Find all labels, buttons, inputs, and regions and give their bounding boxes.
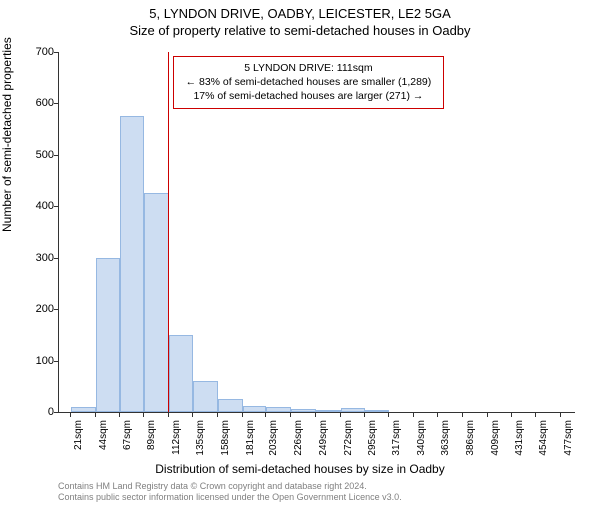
x-tick-label: 181sqm	[245, 420, 256, 470]
histogram-bar	[365, 410, 389, 412]
x-tick-mark	[119, 412, 120, 417]
y-axis-label: Number of semi-detached properties	[0, 37, 14, 232]
histogram-bar	[144, 193, 169, 412]
histogram-bar	[169, 335, 194, 412]
x-tick-label: 454sqm	[538, 420, 549, 470]
y-tick-mark	[54, 103, 59, 104]
info-box-line-2: ← 83% of semi-detached houses are smalle…	[186, 75, 432, 89]
histogram-bar	[71, 407, 96, 412]
x-tick-mark	[70, 412, 71, 417]
y-tick-mark	[54, 361, 59, 362]
histogram-bar	[193, 381, 218, 412]
y-tick-label: 100	[14, 355, 54, 367]
y-tick-label: 600	[14, 97, 54, 109]
x-tick-mark	[192, 412, 193, 417]
x-tick-label: 272sqm	[343, 420, 354, 470]
x-tick-mark	[168, 412, 169, 417]
y-tick-label: 300	[14, 252, 54, 264]
x-tick-label: 363sqm	[440, 420, 451, 470]
x-tick-label: 249sqm	[318, 420, 329, 470]
y-tick-mark	[54, 309, 59, 310]
x-tick-label: 431sqm	[514, 420, 525, 470]
x-tick-label: 89sqm	[146, 420, 157, 470]
y-tick-label: 0	[14, 406, 54, 418]
y-tick-mark	[54, 258, 59, 259]
x-tick-mark	[560, 412, 561, 417]
x-tick-mark	[388, 412, 389, 417]
x-tick-label: 386sqm	[465, 420, 476, 470]
x-tick-mark	[413, 412, 414, 417]
histogram-bar	[316, 410, 341, 412]
histogram-bar	[266, 407, 291, 412]
footer-line-2: Contains public sector information licen…	[58, 492, 402, 503]
y-tick-mark	[54, 412, 59, 413]
x-tick-label: 112sqm	[171, 420, 182, 470]
x-tick-label: 409sqm	[490, 420, 501, 470]
y-tick-mark	[54, 52, 59, 53]
histogram-bar	[341, 408, 366, 412]
histogram-bar	[96, 258, 121, 412]
info-box-line-1: 5 LYNDON DRIVE: 111sqm	[186, 61, 432, 75]
x-tick-mark	[462, 412, 463, 417]
histogram-bar	[243, 406, 267, 412]
chart-title-sub: Size of property relative to semi-detach…	[0, 23, 600, 38]
y-tick-label: 200	[14, 303, 54, 315]
x-tick-mark	[217, 412, 218, 417]
histogram-bar	[218, 399, 243, 412]
x-tick-label: 44sqm	[98, 420, 109, 470]
x-tick-mark	[95, 412, 96, 417]
x-tick-mark	[265, 412, 266, 417]
x-tick-mark	[290, 412, 291, 417]
y-tick-mark	[54, 206, 59, 207]
x-tick-mark	[364, 412, 365, 417]
x-tick-label: 203sqm	[268, 420, 279, 470]
reference-line	[168, 52, 170, 412]
chart-title-main: 5, LYNDON DRIVE, OADBY, LEICESTER, LE2 5…	[0, 6, 600, 21]
y-tick-label: 400	[14, 200, 54, 212]
x-tick-mark	[535, 412, 536, 417]
x-tick-label: 158sqm	[220, 420, 231, 470]
x-tick-mark	[315, 412, 316, 417]
x-tick-label: 135sqm	[195, 420, 206, 470]
x-tick-mark	[242, 412, 243, 417]
info-box-line-3: 17% of semi-detached houses are larger (…	[186, 89, 432, 103]
y-tick-mark	[54, 155, 59, 156]
x-tick-mark	[340, 412, 341, 417]
info-box: 5 LYNDON DRIVE: 111sqm← 83% of semi-deta…	[173, 56, 445, 109]
x-tick-label: 477sqm	[563, 420, 574, 470]
x-tick-label: 226sqm	[293, 420, 304, 470]
x-tick-mark	[143, 412, 144, 417]
histogram-bar	[120, 116, 144, 412]
x-tick-label: 317sqm	[391, 420, 402, 470]
histogram-bar	[291, 409, 316, 412]
y-tick-label: 500	[14, 149, 54, 161]
y-tick-label: 700	[14, 46, 54, 58]
footer-line-1: Contains HM Land Registry data © Crown c…	[58, 481, 402, 492]
x-tick-label: 21sqm	[73, 420, 84, 470]
x-tick-mark	[511, 412, 512, 417]
x-tick-label: 295sqm	[367, 420, 378, 470]
x-tick-label: 340sqm	[416, 420, 427, 470]
x-tick-label: 67sqm	[122, 420, 133, 470]
x-tick-mark	[437, 412, 438, 417]
x-tick-mark	[487, 412, 488, 417]
chart-container: 5, LYNDON DRIVE, OADBY, LEICESTER, LE2 5…	[0, 6, 600, 506]
